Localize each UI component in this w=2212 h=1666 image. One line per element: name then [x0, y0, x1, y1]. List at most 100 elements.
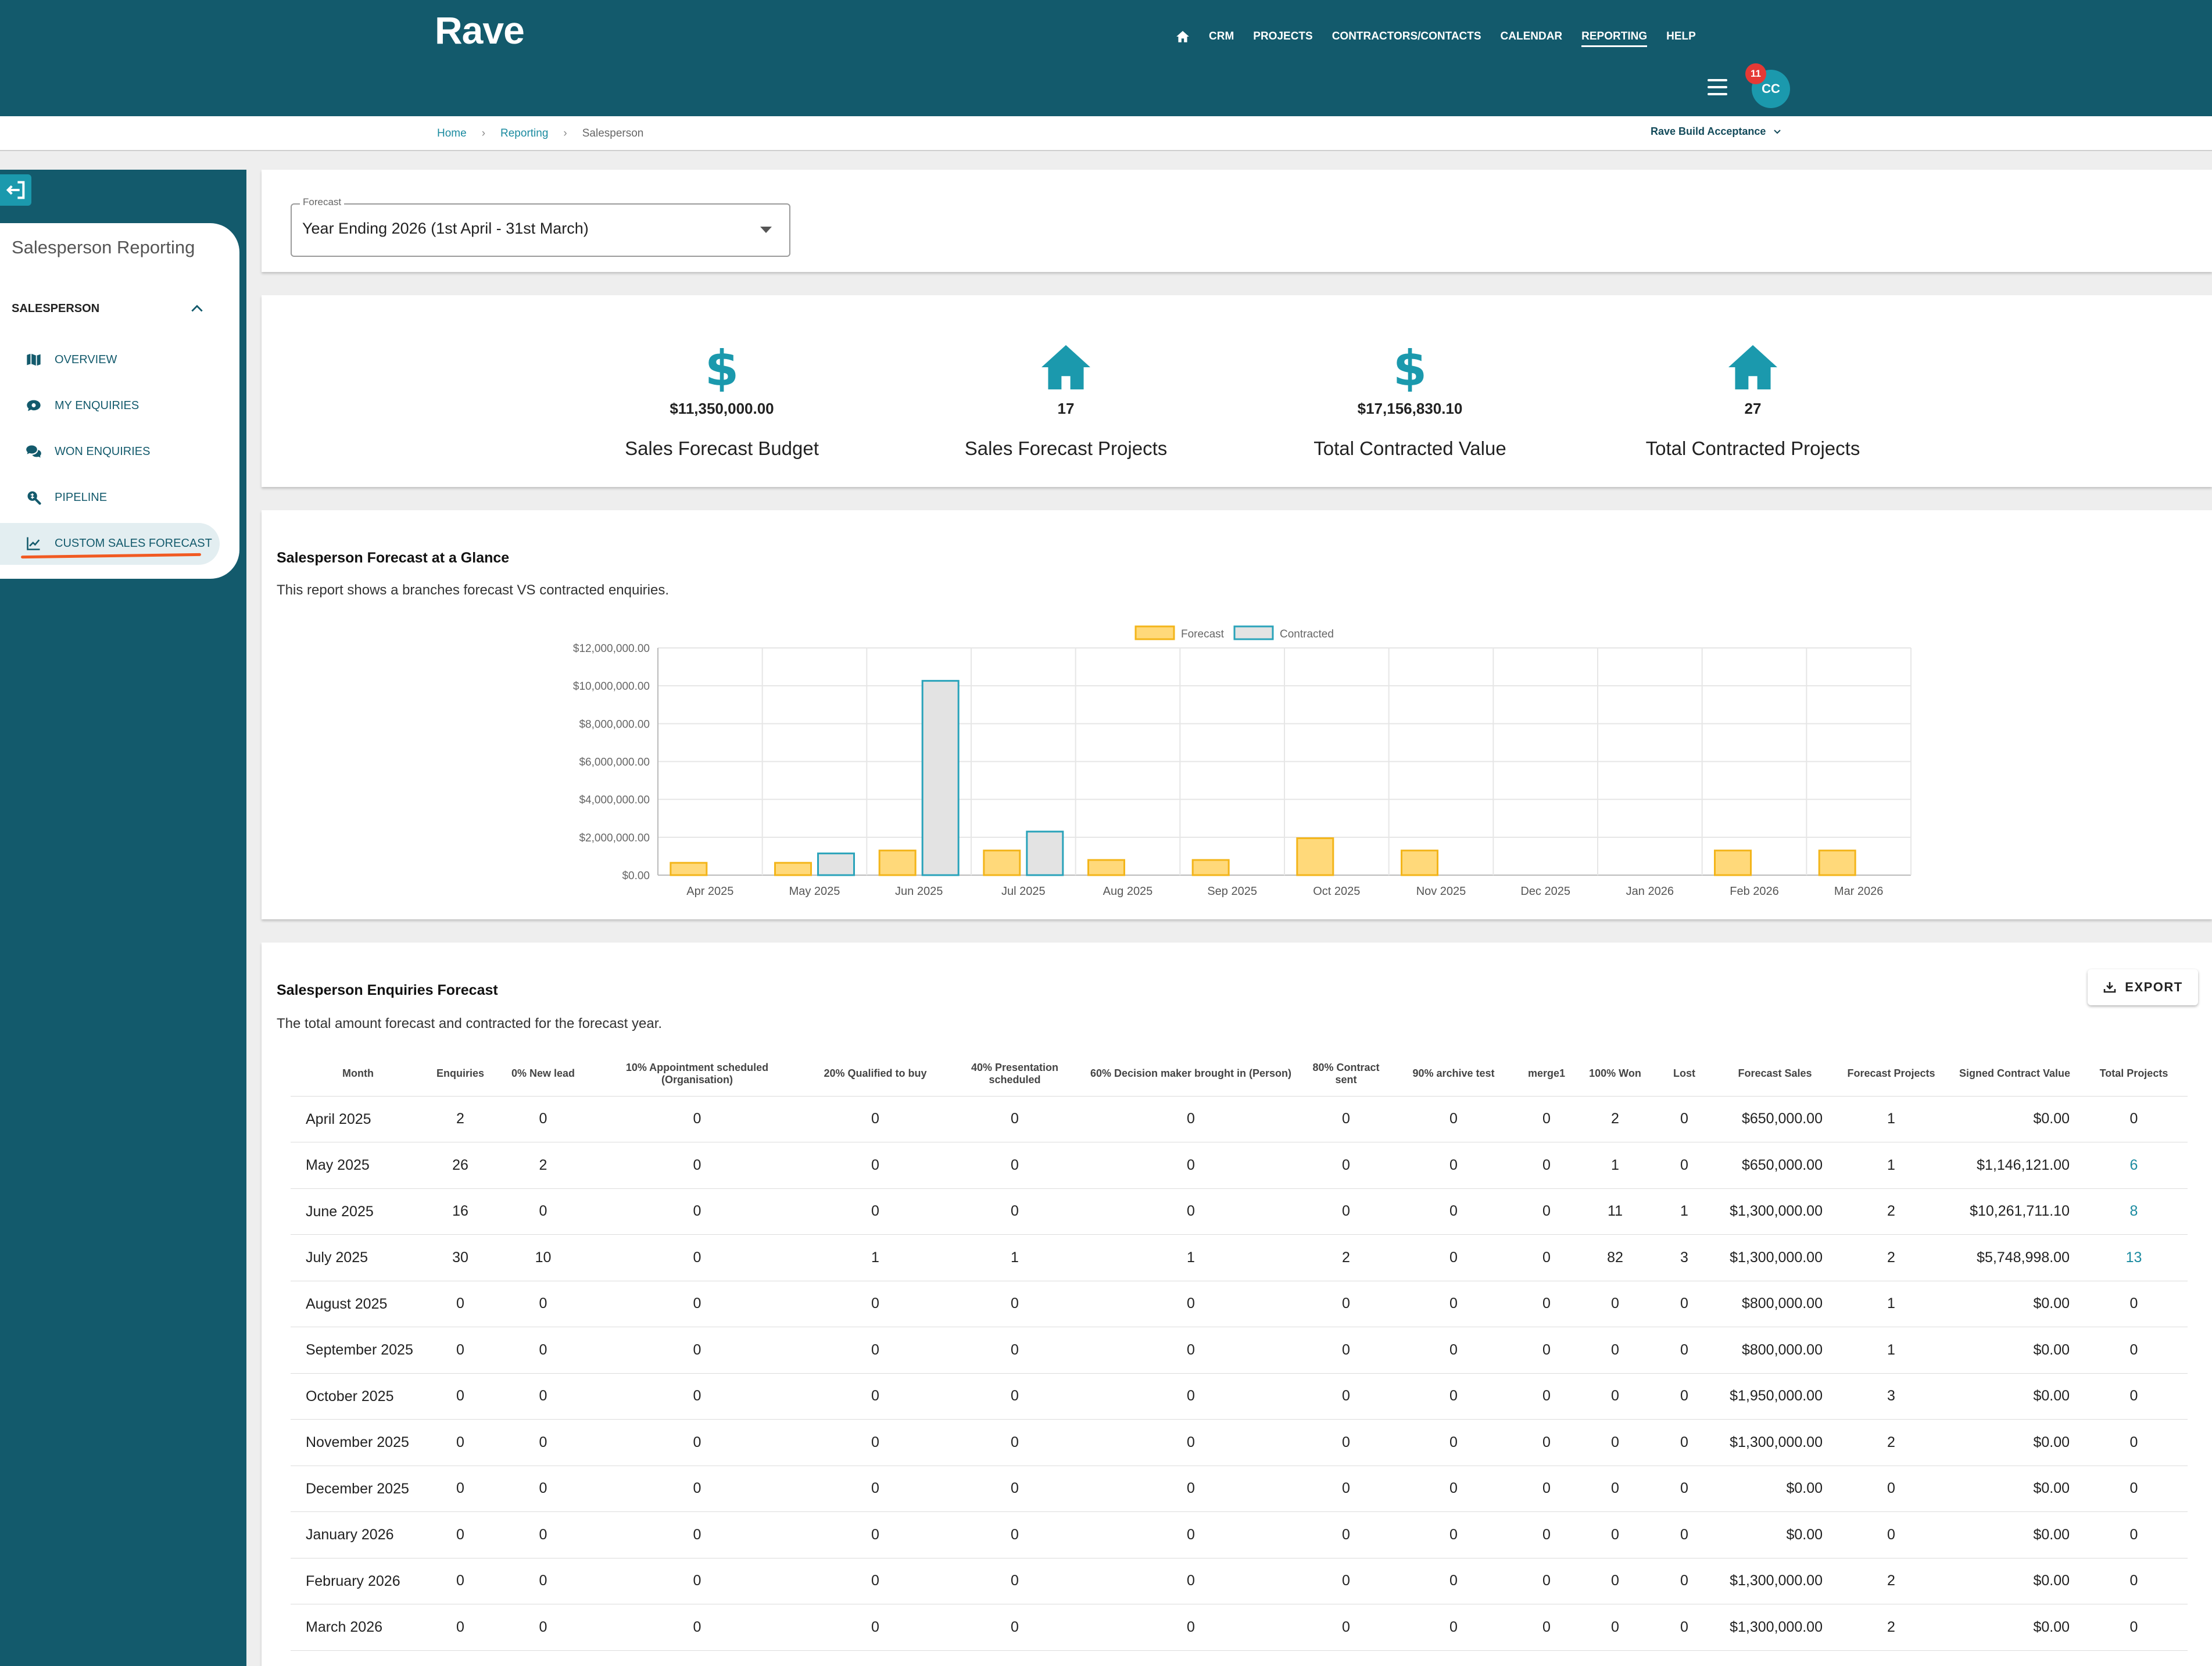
table-column-header: 80% Contract sent [1300, 1052, 1393, 1097]
sidebar-item-won-enquiries[interactable]: WON ENQUIRIES [26, 443, 150, 460]
sidebar-section-header[interactable]: SALESPERSON [12, 302, 100, 315]
table-cell-month: July 2025 [291, 1234, 425, 1281]
table-cell: 0 [591, 1419, 803, 1466]
table-cell: 0 [1082, 1188, 1300, 1235]
table-cell: 1 [1082, 1234, 1300, 1281]
table-cell: 0 [1652, 1281, 1717, 1327]
nav-contractors-contacts[interactable]: CONTRACTORS/CONTACTS [1332, 30, 1481, 42]
table-cell: $10,261,711.10 [1949, 1188, 2080, 1235]
forecast-select[interactable] [291, 203, 790, 257]
table-cell: 0 [1515, 1096, 1579, 1142]
table-cell: 1 [1579, 1142, 1652, 1189]
table-row: March 2026 0 0 0 0 0 0 0 0 0 0 0 $1,300,000.00 2 $0.00… [291, 1604, 2188, 1651]
chart-y-tick-label: $6,000,000.00 [579, 757, 650, 769]
table-cell: 0 [1393, 1558, 1515, 1604]
chevron-up-icon[interactable] [189, 301, 205, 316]
export-button[interactable]: EXPORT [2088, 969, 2198, 1005]
nav-projects[interactable]: PROJECTS [1253, 30, 1313, 42]
table-cell: 2 [1833, 1234, 1949, 1281]
table-cell: 0 [2080, 1511, 2188, 1558]
table-cell: 0 [1515, 1142, 1579, 1189]
table-cell-link[interactable]: 8 [2080, 1188, 2188, 1235]
table-cell: 0 [591, 1188, 803, 1235]
table-row: February 2026 0 0 0 0 0 0 0 0 0 0 0 $1,300,000.00 2 $0… [291, 1558, 2188, 1604]
table-cell: $0.00 [1949, 1604, 2080, 1651]
dollar-icon: $ [706, 343, 738, 392]
table-cell: 0 [947, 1373, 1082, 1420]
chart-bar-forecast [983, 850, 1021, 876]
table-cell: 0 [947, 1327, 1082, 1374]
company-name: Rave Build Acceptance [1651, 126, 1766, 137]
company-selector[interactable]: Rave Build Acceptance [1651, 126, 1782, 138]
nav-crm[interactable]: CRM [1209, 30, 1234, 42]
table-column-header: 60% Decision maker brought in (Person) [1082, 1052, 1300, 1097]
table-cell-link[interactable]: 13 [2080, 1234, 2188, 1281]
chart-y-tick-label: $12,000,000.00 [573, 643, 650, 655]
stat-value: 27 [1744, 400, 1762, 417]
table-cell: 0 [425, 1281, 495, 1327]
table-cell: 0 [1082, 1419, 1300, 1466]
table-cell: 0 [591, 1604, 803, 1651]
forecast-vs-contracted-chart: $0.00 $2,000,000.00 $4,000,000.00 $6,000,00… [573, 625, 1912, 898]
table-row: May 2025 26 2 0 0 0 0 0 0 0 1 0 $650,000.00 1 $1,146,1… [291, 1142, 2188, 1189]
sidebar-item-my-enquiries[interactable]: MY ENQUIRIES [26, 397, 139, 414]
sidebar-item-label: OVERVIEW [55, 353, 117, 366]
table-cell: 0 [947, 1281, 1082, 1327]
table-cell: $0.00 [1949, 1096, 2080, 1142]
table-cell: 0 [1300, 1096, 1393, 1142]
breadcrumb: Home › Reporting › Salesperson [437, 127, 643, 140]
table-cell: 0 [1515, 1373, 1579, 1420]
enquiries-forecast-table: Month Enquiries 0% New lead 10% Appointment… [291, 1052, 2188, 1651]
nav-help[interactable]: HELP [1666, 30, 1696, 42]
sidebar-item-label: WON ENQUIRIES [55, 445, 151, 458]
nav-reporting[interactable]: REPORTING [1581, 30, 1648, 47]
breadcrumb-home[interactable]: Home [437, 127, 467, 139]
app-logo[interactable]: Rave [435, 9, 525, 52]
sidebar-item-label: MY ENQUIRIES [55, 399, 139, 412]
table-cell: 0 [591, 1558, 803, 1604]
sidebar-toggle-button[interactable] [0, 174, 31, 206]
dropdown-arrow-icon[interactable] [760, 227, 772, 233]
sidebar-item-custom-sales-forecast[interactable]: CUSTOM SALES FORECAST [26, 535, 212, 551]
table-cell: 0 [1300, 1373, 1393, 1420]
comments-icon [26, 445, 41, 458]
chart-bar-forecast [1401, 850, 1438, 876]
table-cell: 26 [425, 1142, 495, 1189]
table-cell: 0 [1300, 1466, 1393, 1512]
table-cell: 0 [1393, 1466, 1515, 1512]
sign-out-icon [6, 181, 25, 199]
home-icon[interactable] [1175, 29, 1190, 44]
table-cell: 0 [1300, 1188, 1393, 1235]
table-cell: $0.00 [1717, 1511, 1833, 1558]
sidebar-item-overview[interactable]: OVERVIEW [26, 352, 117, 368]
chart-bar-forecast [878, 850, 917, 876]
table-cell-month: October 2025 [291, 1373, 425, 1420]
table-cell: $0.00 [1949, 1558, 2080, 1604]
table-cell: $1,300,000.00 [1717, 1604, 1833, 1651]
notification-badge[interactable]: 11 [1745, 63, 1766, 84]
forecast-select-value[interactable]: Year Ending 2026 (1st April - 31st March… [302, 220, 589, 237]
table-cell: 0 [1082, 1281, 1300, 1327]
sidebar-item-pipeline[interactable]: PIPELINE [26, 489, 107, 506]
table-cell: 2 [1579, 1096, 1652, 1142]
breadcrumb-reporting[interactable]: Reporting [500, 127, 549, 139]
stat-label: Total Contracted Value [1313, 438, 1506, 459]
table-cell: 1 [1833, 1142, 1949, 1189]
hamburger-menu-icon[interactable] [1708, 79, 1727, 95]
table-column-header: 40% Presentation scheduled [947, 1052, 1082, 1097]
table-cell-link[interactable]: 6 [2080, 1142, 2188, 1189]
table-cell: 0 [2080, 1419, 2188, 1466]
table-cell: 0 [495, 1604, 591, 1651]
stat-sales-forecast-projects: 17 Sales Forecast Projects [903, 339, 1229, 460]
summary-stats-card [262, 295, 2212, 487]
svg-text:$: $ [1394, 343, 1426, 392]
nav-calendar[interactable]: CALENDAR [1500, 30, 1563, 42]
table-cell: 0 [803, 1511, 947, 1558]
chart-x-tick-label: Jan 2026 [1626, 885, 1674, 898]
table-cell: $0.00 [1717, 1466, 1833, 1512]
legend-label: Contracted [1280, 628, 1334, 640]
table-cell: 0 [1393, 1373, 1515, 1420]
table-cell: 0 [1300, 1327, 1393, 1374]
user-avatar[interactable]: CC [1752, 70, 1790, 108]
table-cell: 0 [495, 1558, 591, 1604]
